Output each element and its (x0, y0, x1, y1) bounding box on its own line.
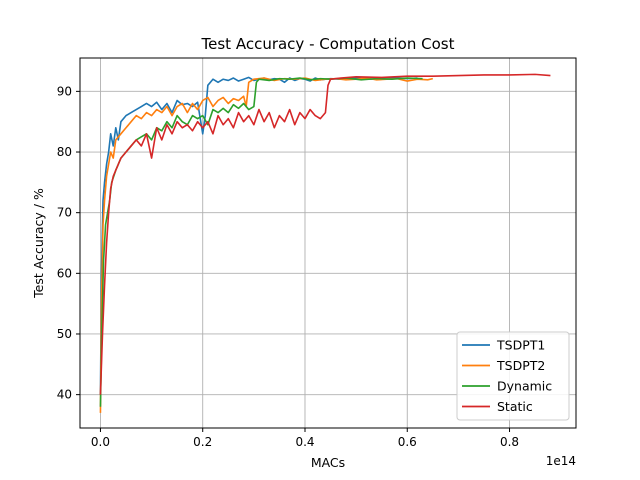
plot-frame (79, 57, 577, 429)
legend: TSDPT1 TSDPT2 Dynamic Static (456, 331, 570, 421)
x-tick-label: 0.8 (500, 435, 519, 449)
x-axis-offset-text: 1e14 (546, 454, 576, 468)
legend-label: Dynamic (497, 379, 552, 394)
x-tick-label: 0.0 (91, 435, 110, 449)
chart-title: Test Accuracy - Computation Cost (201, 35, 455, 53)
x-tick-label: 0.6 (398, 435, 417, 449)
grid-lines (80, 58, 576, 428)
legend-label: Static (497, 399, 533, 414)
y-axis-label: Test Accuracy / % (31, 188, 46, 299)
y-tick-label: 80 (57, 145, 72, 159)
y-tick-label: 40 (57, 388, 72, 402)
series-line-static (99, 73, 551, 395)
series-line-tsdpt2 (99, 77, 434, 413)
y-tick-label: 60 (57, 266, 72, 280)
y-tick-label: 70 (57, 206, 72, 220)
x-tick-label: 0.2 (193, 435, 212, 449)
y-axis-ticks: 40 50 60 70 80 90 (57, 84, 80, 402)
x-tick-label: 0.4 (295, 435, 314, 449)
series-layer (99, 73, 551, 413)
x-axis-ticks: 0.0 0.2 0.4 0.6 0.8 (91, 428, 519, 449)
legend-label: TSDPT1 (496, 338, 545, 353)
legend-item-dynamic: Dynamic (462, 379, 552, 394)
y-tick-label: 50 (57, 327, 72, 341)
legend-item-tsdpt2: TSDPT2 (462, 358, 545, 373)
legend-item-static: Static (462, 399, 533, 414)
y-tick-label: 90 (57, 84, 72, 98)
legend-label: TSDPT2 (496, 358, 545, 373)
series-line-tsdpt1 (99, 76, 418, 395)
series-line-dynamic (99, 77, 423, 407)
x-axis-label: MACs (311, 455, 345, 470)
legend-item-tsdpt1: TSDPT1 (462, 338, 545, 353)
legend-box (456, 331, 570, 421)
